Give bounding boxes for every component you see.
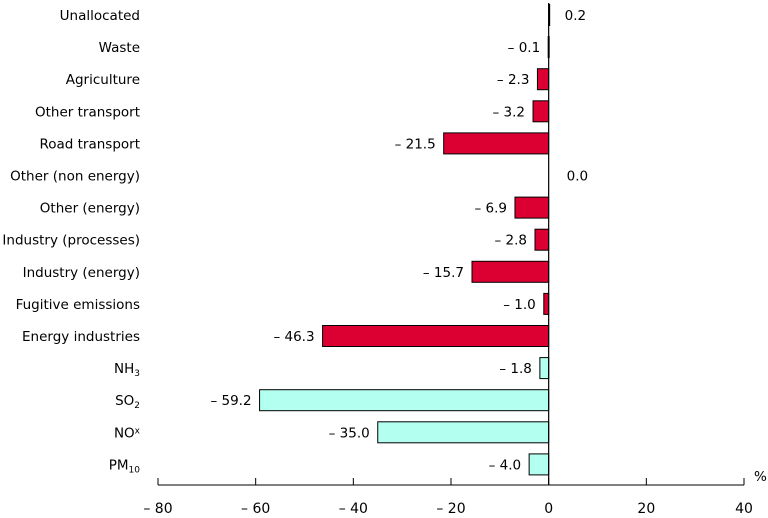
value-label-energy-industries: – 46.3 [273, 329, 314, 345]
value-label-so2: – 59.2 [210, 393, 251, 409]
category-label-unallocated: Unallocated [60, 8, 140, 24]
category-label-nh3: NH3 [114, 361, 140, 379]
x-tick-label: – 20 [436, 501, 465, 517]
value-label-other-energy: – 6.9 [474, 201, 507, 217]
bar-so2 [259, 389, 550, 412]
value-label-unallocated: 0.2 [565, 8, 586, 24]
x-tick-label: 20 [637, 501, 655, 517]
category-label-energy-industries: Energy industries [22, 329, 140, 345]
bar-agriculture [536, 68, 550, 91]
category-label-nox: NOx [114, 425, 141, 441]
bar-road-transport [443, 132, 550, 155]
bar-energy-industries [322, 325, 550, 347]
category-label-agriculture: Agriculture [66, 72, 140, 88]
x-tick-label: – 40 [339, 501, 368, 517]
category-label-industry-processes: Industry (processes) [2, 233, 140, 249]
value-label-pm10: – 4.0 [489, 457, 522, 473]
category-label-pm10: PM10 [109, 457, 141, 475]
bar-nh3 [539, 357, 550, 380]
value-label-industry-processes: – 2.8 [494, 233, 527, 249]
bar-other-transport [532, 100, 550, 123]
bar-nox [377, 421, 550, 444]
value-label-other-transport: – 3.2 [493, 104, 526, 120]
x-tick-label: 0 [544, 501, 553, 517]
bar-other-energy [514, 196, 550, 219]
category-label-so2: SO2 [115, 393, 140, 411]
bar-industry-energy [471, 260, 550, 283]
bar-fugitive-emissions [543, 292, 550, 315]
bars-layer [259, 4, 551, 476]
category-label-fugitive-emissions: Fugitive emissions [16, 297, 140, 313]
category-label-industry-energy: Industry (energy) [23, 265, 140, 281]
x-tick-label: – 60 [241, 501, 270, 517]
bar-pm10 [528, 453, 550, 476]
category-label-other-transport: Other transport [35, 104, 140, 120]
x-tick-label: – 80 [143, 501, 172, 517]
value-label-agriculture: – 2.3 [497, 72, 530, 88]
category-label-waste: Waste [99, 40, 140, 56]
value-label-waste: – 0.1 [508, 40, 541, 56]
value-label-industry-energy: – 15.7 [423, 265, 464, 281]
x-axis: – 80 – 60 – 40 – 20 0 20 40% [143, 3, 767, 517]
category-label-road-transport: Road transport [39, 136, 140, 152]
value-label-fugitive-emissions: – 1.0 [503, 297, 536, 313]
bar-industry-processes [534, 228, 550, 251]
value-label-other-non-energy: 0.0 [567, 169, 588, 185]
category-label-other-non-energy: Other (non energy) [10, 169, 140, 185]
category-label-other-energy: Other (energy) [40, 201, 140, 217]
value-label-nh3: – 1.8 [499, 361, 532, 377]
unit-label: % [754, 469, 767, 485]
value-label-road-transport: – 21.5 [395, 136, 436, 152]
x-tick-label: 40 [735, 501, 753, 517]
value-label-nox: – 35.0 [329, 425, 370, 441]
labels-layer: Unallocated 0.2 Waste – 0.1 Agriculture – 2.3… [2, 8, 588, 475]
